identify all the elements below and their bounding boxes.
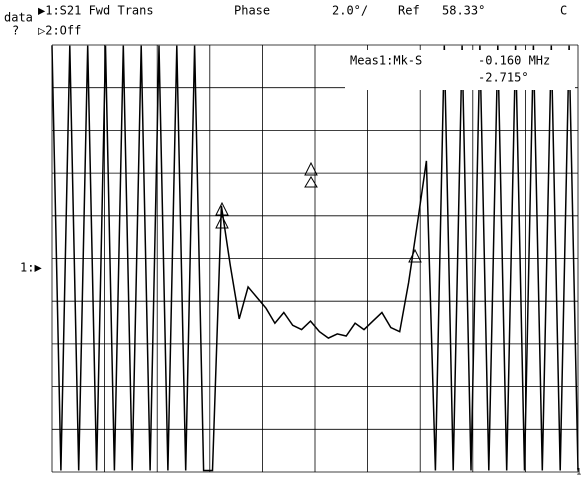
markers: [215, 161, 422, 263]
ref-marker: 1:▶: [20, 261, 42, 275]
readout-title: Meas1:Mk-S: [350, 54, 422, 68]
format-label: Phase: [234, 4, 270, 18]
corner-label: 1: [576, 468, 581, 478]
marker-triangle: [408, 248, 422, 263]
ref-label: Ref: [398, 4, 420, 18]
marker-triangle: [215, 201, 229, 229]
ref-value: 58.33°: [442, 4, 485, 18]
readout-frequency: -0.160 MHz: [478, 54, 550, 68]
trace-line: [51, 45, 579, 472]
scale-label: 2.0°/: [332, 4, 368, 18]
query-label: ?: [12, 24, 19, 38]
trace-group: [51, 45, 579, 472]
coupling-label: C: [560, 4, 567, 18]
channel1-label: ▶1:S21 Fwd Trans: [38, 4, 154, 18]
data-label: data: [4, 11, 33, 25]
readout-bg: [345, 50, 575, 90]
channel2-label: ▷2:Off: [38, 24, 81, 38]
marker-triangle: [304, 161, 318, 188]
readout-phase: -2.715°: [478, 71, 529, 85]
